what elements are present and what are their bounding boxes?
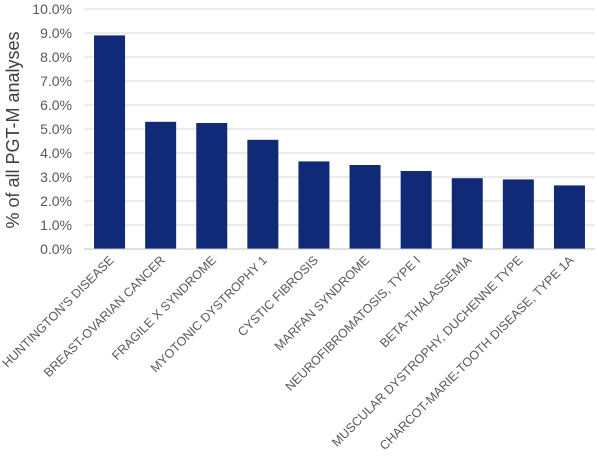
y-tick-label: 2.0% — [40, 193, 72, 209]
x-category-label: MUSCULAR DYSTROPHY, DUCHENNE TYPE — [329, 253, 525, 449]
bar — [145, 121, 177, 249]
x-category-label: CHARCOT-MARIE-TOOTH DISEASE, TYPE 1A — [377, 253, 577, 453]
bars — [94, 35, 585, 250]
y-tick-label: 0.0% — [40, 241, 72, 257]
bar — [451, 178, 483, 249]
bar — [349, 165, 381, 249]
bar — [247, 139, 279, 249]
y-tick-label: 7.0% — [40, 73, 72, 89]
x-category-label: FRAGILE X SYNDROME — [109, 253, 219, 363]
y-tick-label: 10.0% — [32, 1, 72, 17]
y-tick-label: 1.0% — [40, 217, 72, 233]
y-tick-label: 6.0% — [40, 97, 72, 113]
bar — [298, 161, 330, 249]
x-category-label: MARFAN SYNDROME — [272, 253, 372, 353]
bar — [553, 185, 585, 249]
y-axis-title: % of all PGT-M analyses — [3, 31, 23, 228]
bar — [196, 123, 228, 249]
y-tick-label: 4.0% — [40, 145, 72, 161]
y-tick-label: 8.0% — [40, 49, 72, 65]
bar — [502, 179, 534, 249]
y-tick-label: 9.0% — [40, 25, 72, 41]
y-tick-label: 5.0% — [40, 121, 72, 137]
bar — [94, 35, 126, 250]
y-axis-tick-labels: 0.0% 1.0% 2.0% 3.0% 4.0% 5.0% 6.0% 7.0% 8.0% 9.0%… — [32, 1, 72, 257]
x-category-label: BETA-THALASSEMIA — [377, 253, 475, 351]
y-tick-label: 3.0% — [40, 169, 72, 185]
bar — [400, 171, 432, 249]
